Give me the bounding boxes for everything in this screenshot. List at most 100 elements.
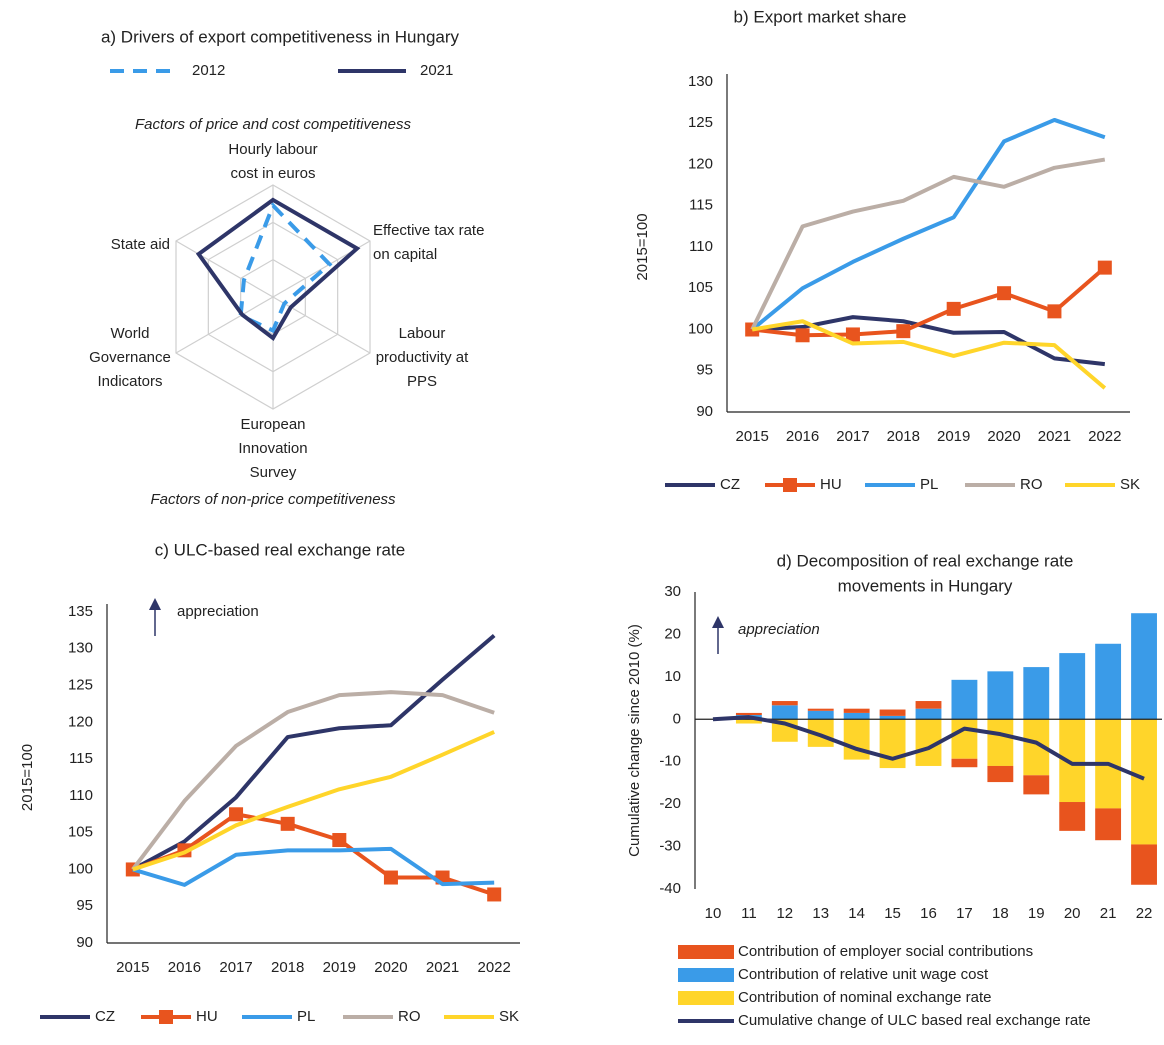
- radar-spoke: [175, 296, 274, 354]
- legend-swatch: [678, 991, 734, 1005]
- x-tick-label: 11: [741, 905, 757, 922]
- bar: [843, 719, 870, 760]
- legend-label: Contribution of employer social contribu…: [738, 943, 1033, 960]
- bar: [951, 719, 978, 759]
- legend-label: 2012: [192, 62, 225, 79]
- legend-label: CZ: [720, 476, 740, 493]
- y-tick-label: 120: [68, 713, 93, 730]
- bar: [879, 715, 906, 720]
- marker: [997, 286, 1012, 301]
- y-tick-label: 125: [68, 677, 93, 694]
- legend-label: HU: [820, 476, 842, 493]
- y-tick-label: 95: [696, 362, 713, 379]
- y-tick-label: 95: [76, 897, 93, 914]
- x-tick-label: 2019: [323, 959, 356, 976]
- y-tick-label: 105: [68, 824, 93, 841]
- x-tick-label: 2016: [168, 959, 201, 976]
- marker: [332, 833, 347, 848]
- annotation: Factors of non-price competitiveness: [150, 491, 396, 508]
- line: [131, 690, 495, 871]
- y-tick-label: -30: [659, 838, 681, 855]
- x-tick-label: 2020: [374, 959, 407, 976]
- chart-title: a) Drivers of export competitiveness in …: [101, 27, 460, 46]
- x-tick-label: 12: [776, 905, 793, 922]
- x-tick-label: 2022: [478, 959, 511, 976]
- marker: [1097, 260, 1112, 275]
- marker: [229, 807, 244, 822]
- marker: [383, 870, 398, 885]
- bar: [1095, 643, 1122, 720]
- radar-line: [238, 201, 333, 334]
- chart-title: c) ULC-based real exchange rate: [155, 540, 405, 559]
- line: [750, 117, 1106, 332]
- y-tick-label: 10: [664, 668, 681, 685]
- bar: [915, 708, 942, 720]
- x-tick-label: 13: [812, 905, 829, 922]
- y-axis-label: 2015=100: [19, 744, 36, 811]
- y-tick-label: 110: [689, 238, 713, 255]
- axis-label: State aid: [111, 236, 170, 253]
- y-tick-label: 90: [76, 934, 93, 951]
- x-tick-label: 2017: [836, 428, 869, 445]
- y-tick-label: -10: [659, 753, 681, 770]
- legend-swatch: [678, 968, 734, 982]
- chart-title: d) Decomposition of real exchange rate mo…: [777, 552, 1074, 596]
- x-tick-label: 21: [1100, 905, 1117, 922]
- chart-title: b) Export market share: [734, 7, 907, 26]
- y-tick-label: 100: [68, 860, 93, 877]
- y-tick-label: -20: [659, 795, 681, 812]
- x-tick-label: 2021: [1038, 428, 1071, 445]
- bar: [1095, 808, 1122, 841]
- marker: [1047, 304, 1062, 319]
- bar: [987, 671, 1014, 720]
- annotation: Factors of price and cost competitivenes…: [135, 116, 411, 133]
- bar: [987, 719, 1014, 766]
- bar: [1059, 653, 1086, 720]
- legend-label: PL: [297, 1008, 315, 1025]
- bar: [843, 708, 870, 713]
- marker: [845, 327, 860, 342]
- legend-label: PL: [920, 476, 938, 493]
- arrow-head: [149, 598, 161, 610]
- x-tick-label: 10: [705, 905, 722, 922]
- y-tick-label: 0: [673, 710, 681, 727]
- bar: [807, 708, 834, 711]
- y-tick-label: 130: [688, 73, 713, 90]
- legend-label: 2021: [420, 62, 453, 79]
- bar: [735, 712, 762, 716]
- x-tick-label: 17: [956, 905, 973, 922]
- axis-label: Labour productivity at PPS: [376, 325, 469, 390]
- axis-label: Hourly labour cost in euros: [228, 141, 317, 182]
- bar: [879, 709, 906, 716]
- bar: [951, 679, 978, 720]
- legend-swatch: [678, 945, 734, 959]
- x-tick-label: 19: [1028, 905, 1045, 922]
- annotation: appreciation: [177, 603, 259, 620]
- line: [751, 319, 1107, 390]
- bar: [771, 701, 798, 706]
- x-tick-label: 2015: [736, 428, 769, 445]
- bar: [771, 705, 798, 720]
- y-tick-label: 135: [68, 603, 93, 620]
- radar-spoke: [272, 296, 371, 354]
- bar: [987, 765, 1014, 783]
- legend-label: SK: [499, 1008, 519, 1025]
- bar: [735, 719, 762, 724]
- y-tick-label: 115: [69, 750, 93, 767]
- x-tick-label: 2015: [116, 959, 149, 976]
- line: [131, 634, 496, 872]
- x-tick-label: 22: [1136, 905, 1153, 922]
- axis-label: World Governance Indicators: [89, 325, 171, 390]
- arrow-head: [712, 616, 724, 628]
- y-axis-label: Cumulative change since 2010 (%): [626, 624, 643, 857]
- x-tick-label: 2021: [426, 959, 459, 976]
- axis-label: European Innovation Survey: [238, 416, 307, 481]
- bar: [879, 719, 906, 769]
- y-tick-label: 130: [68, 640, 93, 657]
- legend-label: RO: [398, 1008, 421, 1025]
- legend-label: RO: [1020, 476, 1043, 493]
- y-tick-label: -40: [659, 880, 681, 897]
- bar: [1023, 775, 1050, 795]
- bar: [1131, 613, 1157, 720]
